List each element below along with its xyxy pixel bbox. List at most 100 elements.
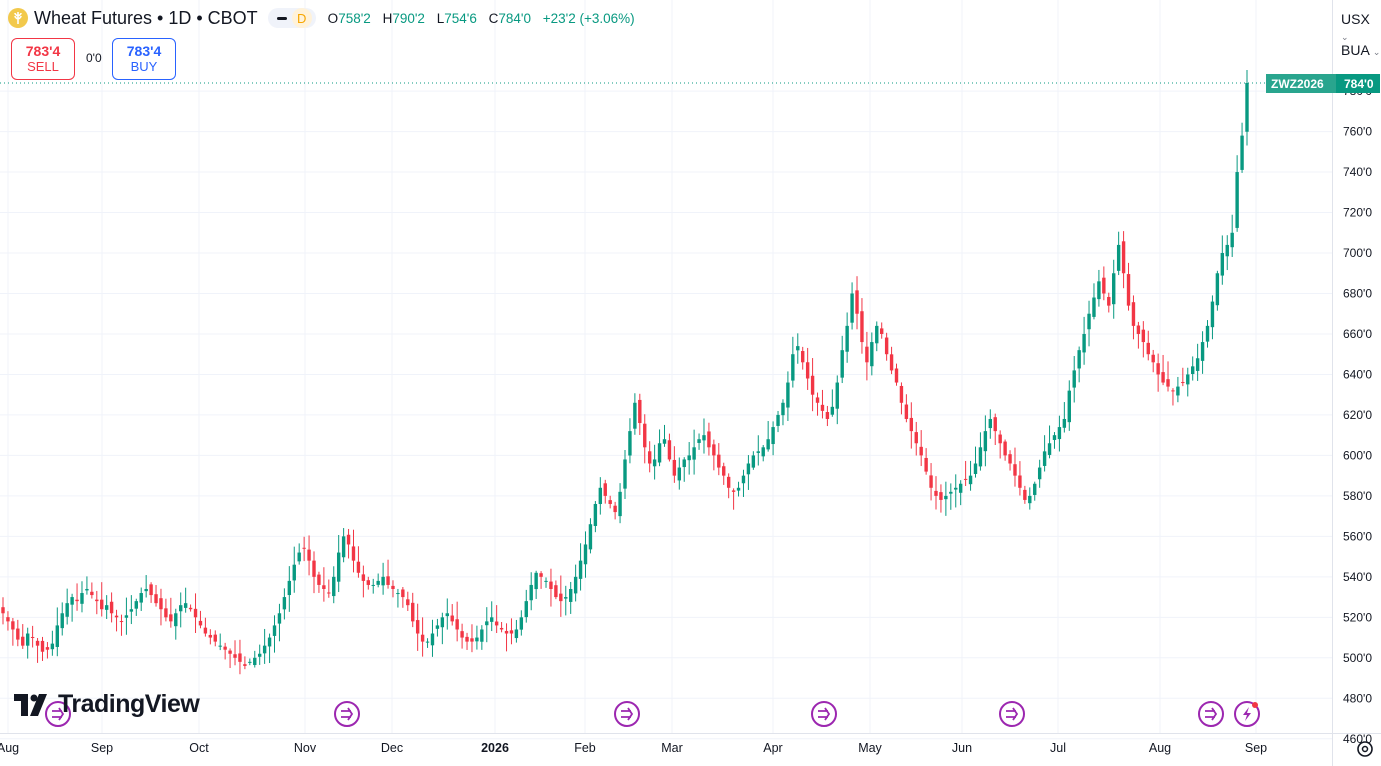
candle-body bbox=[791, 354, 795, 381]
candle-body bbox=[154, 594, 158, 604]
event-markers bbox=[45, 701, 1260, 727]
dividend-event-icon[interactable] bbox=[811, 701, 837, 727]
time-axis[interactable]: Aug Sep Oct Nov Dec 2026 Feb Mar Apr May Jun Jul Aug… bbox=[0, 741, 1267, 755]
candle-body bbox=[60, 613, 64, 629]
candle-body bbox=[879, 328, 884, 334]
candle-body bbox=[860, 311, 864, 343]
candle-body bbox=[939, 492, 943, 500]
candle-body bbox=[1013, 464, 1017, 476]
dividend-event-icon[interactable] bbox=[334, 701, 360, 727]
candle-body bbox=[490, 617, 494, 622]
open-label: O bbox=[327, 10, 339, 26]
dividend-event-icon[interactable] bbox=[45, 701, 71, 727]
candle-body bbox=[1116, 244, 1121, 271]
candle-body bbox=[485, 621, 489, 626]
candle-body bbox=[401, 589, 405, 598]
candle-body bbox=[1156, 363, 1160, 375]
candle-body bbox=[193, 608, 198, 618]
candle-body bbox=[805, 362, 810, 379]
candle-body bbox=[904, 404, 909, 419]
candle-body bbox=[722, 466, 726, 476]
candle-body bbox=[613, 505, 617, 513]
candle-body bbox=[11, 621, 15, 630]
candle-body bbox=[944, 495, 948, 500]
dividend-event-icon[interactable] bbox=[999, 701, 1025, 727]
candle-body bbox=[16, 628, 20, 640]
candle-body bbox=[628, 431, 632, 456]
candle-body bbox=[810, 375, 815, 395]
candle-body bbox=[1092, 297, 1096, 317]
candle-body bbox=[1082, 333, 1086, 353]
buy-button[interactable]: 783'4 BUY bbox=[112, 38, 176, 80]
candle-body bbox=[741, 475, 746, 484]
price-tick-label: 460'0 bbox=[1343, 732, 1372, 746]
candle-body bbox=[796, 346, 800, 351]
candle-body bbox=[850, 293, 854, 323]
candle-body bbox=[75, 599, 79, 602]
time-tick-label: Nov bbox=[294, 741, 317, 755]
candle-body bbox=[776, 414, 780, 426]
candle-body bbox=[934, 490, 938, 496]
time-tick-label: Dec bbox=[381, 741, 403, 755]
candle-body bbox=[406, 599, 410, 606]
symbol-title[interactable]: Wheat Futures • 1D • CBOT bbox=[34, 7, 258, 28]
unit-selector[interactable]: BUA ⌄ bbox=[1341, 42, 1380, 58]
dividend-event-icon[interactable] bbox=[614, 701, 640, 727]
candle-body bbox=[1215, 273, 1220, 306]
candle-body bbox=[460, 631, 464, 638]
candle-body bbox=[351, 546, 356, 561]
price-axis[interactable]: 460'0 480'0 500'0 520'0 540'0 560'0 580'0 600'0… bbox=[1343, 84, 1372, 746]
candle-body bbox=[568, 588, 573, 602]
candle-body bbox=[1018, 475, 1022, 488]
tradingview-logo[interactable]: TradingView bbox=[14, 690, 200, 719]
candle-body bbox=[1146, 342, 1150, 355]
candle-body bbox=[855, 290, 859, 314]
candle-body bbox=[1220, 253, 1225, 276]
price-tick-label: 620'0 bbox=[1343, 408, 1372, 422]
time-tick-label: Aug bbox=[0, 741, 19, 755]
sell-button[interactable]: 783'4 SELL bbox=[11, 38, 75, 80]
candle-body bbox=[1126, 274, 1131, 306]
time-tick-label: Aug bbox=[1149, 741, 1171, 755]
candle-body bbox=[208, 634, 213, 638]
candle-body bbox=[257, 653, 262, 657]
chevron-down-icon: ⌄ bbox=[1341, 32, 1349, 42]
price-tick-label: 680'0 bbox=[1343, 286, 1372, 300]
candle-body bbox=[396, 593, 400, 595]
candle-body bbox=[1112, 273, 1116, 305]
candle-body bbox=[1186, 374, 1190, 385]
candle-body bbox=[287, 580, 292, 596]
gear-icon[interactable] bbox=[1357, 741, 1373, 757]
candle-body bbox=[781, 402, 785, 416]
candle-body bbox=[514, 629, 519, 639]
candle-body bbox=[539, 573, 543, 577]
candle-body bbox=[356, 561, 361, 573]
candle-body bbox=[21, 636, 25, 646]
interval-pill[interactable]: D bbox=[267, 8, 316, 28]
time-tick-label: 2026 bbox=[481, 741, 509, 755]
delayed-badge: D bbox=[291, 8, 312, 28]
candle-body bbox=[702, 435, 706, 441]
candle-body bbox=[149, 584, 153, 596]
dividend-event-icon[interactable] bbox=[1198, 701, 1224, 727]
currency-selector[interactable]: USX ⌄ bbox=[1341, 11, 1381, 43]
candle-body bbox=[129, 609, 134, 612]
candle-body bbox=[529, 584, 533, 601]
candle-body bbox=[371, 584, 375, 586]
candle-body bbox=[865, 346, 869, 363]
close-label: C bbox=[488, 10, 499, 26]
candle-body bbox=[1171, 390, 1175, 392]
candle-body bbox=[183, 603, 188, 608]
price-tick-label: 640'0 bbox=[1343, 367, 1372, 381]
candle-body bbox=[1102, 277, 1106, 294]
candle-body bbox=[65, 603, 69, 617]
candle-body bbox=[494, 621, 499, 626]
candle-body bbox=[346, 534, 351, 545]
sell-label: SELL bbox=[27, 59, 59, 74]
candle-body bbox=[282, 597, 287, 610]
candle-body bbox=[1166, 379, 1170, 387]
lightning-icon[interactable] bbox=[1234, 701, 1260, 727]
candle-body bbox=[1062, 418, 1067, 428]
time-tick-label: Apr bbox=[763, 741, 782, 755]
